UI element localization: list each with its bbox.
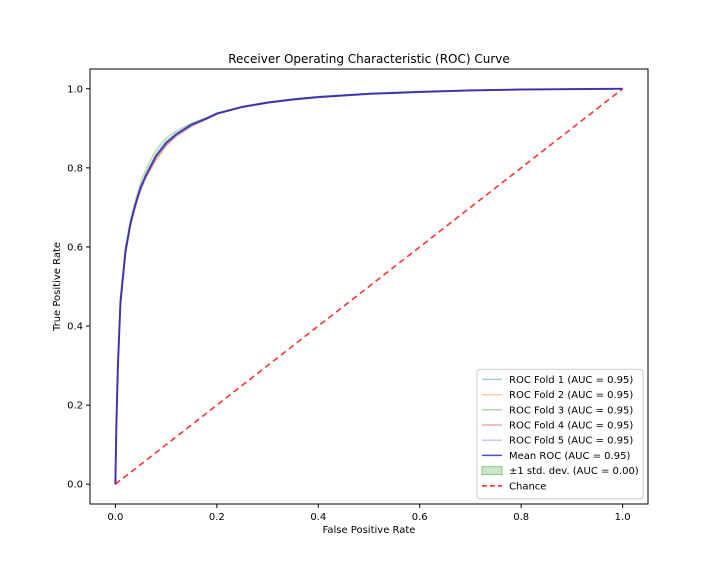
legend-label: ROC Fold 3 (AUC = 0.95) [509,405,633,416]
x-tick-label: 0.2 [209,512,225,523]
x-axis-label: False Positive Rate [323,525,416,536]
legend-box [476,368,644,500]
x-axis: 0.0 0.2 0.4 0.6 0.8 1.0 [107,504,631,523]
y-tick-label: 0.8 [67,163,83,174]
y-tick-label: 0.4 [67,322,83,333]
legend-label: Mean ROC (AUC = 0.95) [509,451,630,462]
y-tick-label: 1.0 [67,84,83,95]
plot-area [114,87,624,485]
x-tick-label: 0.0 [107,512,123,523]
legend-swatch [481,466,503,476]
chart-title: Receiver Operating Characteristic (ROC) … [228,52,510,66]
legend-label: ROC Fold 4 (AUC = 0.95) [509,421,633,432]
x-tick-label: 1.0 [615,512,631,523]
x-tick-label: 0.4 [310,512,326,523]
y-axis-label: True Positive Rate [52,242,63,332]
legend-label: Chance [509,481,546,492]
series-line-7 [114,88,624,485]
legend-label: ±1 std. dev. (AUC = 0.00) [509,466,639,477]
legend-label: ROC Fold 1 (AUC = 0.95) [509,375,633,386]
x-tick-label: 0.6 [412,512,428,523]
y-tick-label: 0.0 [67,480,83,491]
x-tick-label: 0.8 [513,512,529,523]
y-tick-label: 0.6 [67,242,83,253]
y-axis: 0.0 0.2 0.4 0.6 0.8 1.0 [67,84,90,491]
legend-label: ROC Fold 2 (AUC = 0.95) [509,390,633,401]
legend: ROC Fold 1 (AUC = 0.95) ROC Fold 2 (AUC =… [476,368,644,500]
y-tick-label: 0.2 [67,401,83,412]
legend-label: ROC Fold 5 (AUC = 0.95) [509,436,633,447]
series-line-6 [114,87,623,485]
plot-frame [89,68,649,505]
